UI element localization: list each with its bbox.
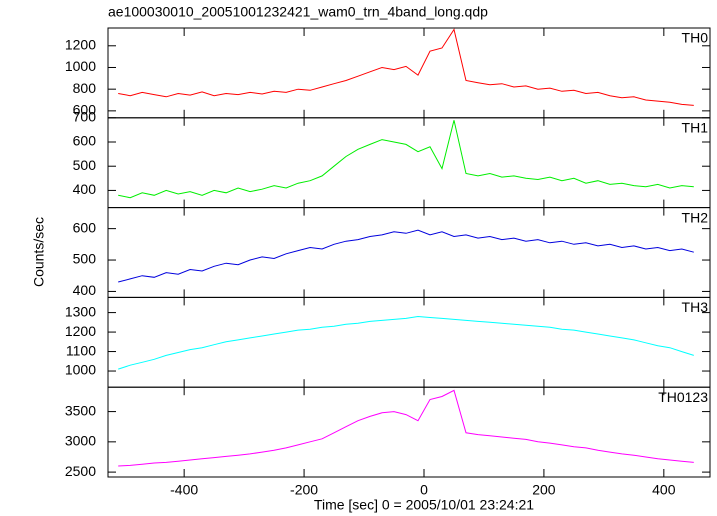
panel-label: TH1 — [682, 120, 709, 136]
y-tick-label: 3000 — [65, 433, 96, 449]
y-axis-label: Counts/sec — [31, 217, 47, 287]
y-tick-label: 600 — [73, 102, 97, 118]
x-tick-label: 0 — [420, 482, 428, 498]
y-tick-label: 400 — [73, 181, 97, 197]
y-tick-label: 1200 — [65, 36, 96, 52]
panel-frame — [107, 207, 711, 298]
x-axis-label: Time [sec] 0 = 2005/10/01 23:24:21 — [314, 497, 534, 513]
y-tick-label: 500 — [73, 157, 97, 173]
x-tick-label: 200 — [532, 482, 556, 498]
panel-frame — [107, 27, 711, 119]
y-tick-label: 1100 — [66, 342, 96, 358]
x-tick-label: -200 — [290, 482, 318, 498]
y-tick-label: 400 — [73, 282, 97, 298]
data-line — [118, 120, 694, 199]
y-tick-label: 3500 — [65, 402, 96, 418]
panel-label: TH0123 — [658, 389, 708, 405]
y-tick-label: 1200 — [65, 323, 96, 339]
y-tick-label: 1000 — [65, 58, 96, 74]
panel-label: TH0 — [682, 30, 709, 46]
panel-frame — [107, 296, 711, 388]
y-tick-label: 1300 — [65, 303, 96, 319]
data-line — [118, 315, 694, 370]
y-tick-label: 1000 — [65, 362, 96, 378]
data-line — [118, 389, 694, 467]
chart-title: ae100030010_20051001232421_wam0_trn_4ban… — [108, 4, 488, 20]
panel-label: TH3 — [682, 299, 709, 315]
y-tick-label: 500 — [73, 251, 97, 267]
panel-frame — [107, 386, 711, 478]
y-tick-label: 600 — [73, 133, 97, 149]
y-tick-label: 600 — [73, 219, 97, 235]
x-tick-label: 400 — [652, 482, 676, 498]
data-line — [118, 229, 694, 283]
y-tick-label: 800 — [73, 80, 97, 96]
panel-label: TH2 — [682, 209, 709, 225]
x-tick-label: -400 — [170, 482, 198, 498]
y-tick-label: 2500 — [65, 463, 96, 479]
y-tick-label: 700 — [73, 109, 97, 125]
data-line — [118, 28, 694, 106]
